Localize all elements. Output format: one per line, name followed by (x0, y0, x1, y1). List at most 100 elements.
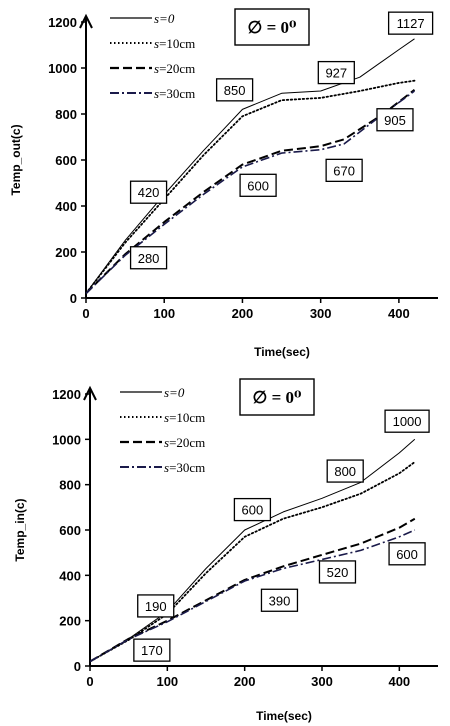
value-callout-box (233, 497, 272, 522)
value-callout: 170 (141, 643, 163, 658)
chart-1: 0 100 200 300 400 0 200 400 600 800 1000 1200 Time(s… (9, 8, 438, 359)
legend-entry-part: =20cm (169, 435, 205, 450)
y-tick-label: 200 (59, 614, 81, 629)
y-tick-label: 600 (55, 153, 77, 168)
x-tick-label: 100 (153, 306, 175, 321)
y-tick-label: 200 (55, 245, 77, 260)
value-callout: 1000 (393, 414, 422, 429)
value-callout: 390 (269, 593, 291, 608)
value-callout: 600 (396, 547, 418, 562)
value-callout-box (260, 588, 299, 612)
legend-entry: s=30cm (154, 86, 195, 101)
value-callout: 420 (138, 185, 160, 200)
legend-entry-part: s=0 (164, 385, 185, 400)
x-tick-label: 300 (311, 674, 333, 689)
value-callout-box (137, 594, 175, 618)
legend-entry: s=0 (154, 11, 175, 26)
value-callout-box (384, 409, 430, 433)
y-axis-title: Temp_in(c) (13, 498, 27, 561)
legend-entry-part: =30cm (169, 460, 205, 475)
value-callout-box (326, 459, 364, 483)
y-tick-label: 1200 (52, 387, 81, 402)
x-tick-label: 400 (388, 306, 410, 321)
series-line-s20cm (89, 517, 416, 663)
value-callout-box (376, 108, 414, 132)
value-callout-box (317, 60, 355, 85)
value-callout-box (129, 180, 168, 204)
series-line-s0 (85, 38, 415, 294)
value-callout: 190 (145, 599, 167, 614)
legend-entry-part: =20cm (159, 61, 195, 76)
y-axis-arrow-icon (79, 13, 93, 29)
x-tick-label: 400 (388, 674, 410, 689)
y-tick-label: 1000 (48, 61, 77, 76)
x-tick-label: 200 (232, 306, 254, 321)
value-callout-box (129, 246, 168, 270)
legend-entry-part: =30cm (159, 86, 195, 101)
series-line-s0 (89, 438, 416, 662)
series-line-s10cm (85, 79, 416, 295)
angle-annotation-box (234, 8, 310, 46)
y-tick-label: 0 (70, 291, 77, 306)
x-tick-label: 0 (82, 306, 89, 321)
value-callout-box (239, 173, 277, 197)
legend-entry-part: s (154, 86, 159, 101)
legend-entry-part: s (164, 460, 169, 475)
y-tick-label: 800 (55, 107, 77, 122)
x-tick-label: 100 (156, 674, 178, 689)
y-tick-label: 1200 (48, 15, 77, 30)
value-callout: 905 (384, 113, 406, 128)
value-callout: 1127 (397, 16, 425, 31)
series-line-s30cm (89, 529, 416, 663)
y-axis-title: Temp_out(c) (9, 124, 23, 195)
value-callout-box (387, 11, 434, 35)
legend-entry: s=20cm (164, 435, 205, 450)
legend-entry-part: s=0 (154, 11, 175, 26)
value-callout-box (133, 638, 171, 662)
series-line-s10cm (89, 461, 416, 663)
legend-entry: s=10cm (154, 36, 195, 51)
value-callout-box (318, 560, 357, 584)
series-line-s30cm (85, 90, 415, 294)
legend-entry-part: s (154, 61, 159, 76)
value-callout-box (325, 158, 363, 183)
y-tick-label: 400 (55, 199, 77, 214)
value-callout: 850 (224, 83, 246, 98)
legend-entry-part: s (164, 435, 169, 450)
y-tick-label: 400 (59, 568, 81, 583)
legend-entry-part: =10cm (159, 36, 195, 51)
x-tick-label: 300 (310, 306, 332, 321)
legend-entry-part: =10cm (169, 410, 205, 425)
legend-entry-part: s (154, 36, 159, 51)
x-tick-label: 0 (86, 674, 93, 689)
value-callout-box (215, 78, 254, 102)
value-callout: 800 (334, 464, 356, 479)
y-tick-label: 0 (74, 659, 81, 674)
value-callout: 520 (327, 565, 349, 580)
angle-annotation-box (239, 378, 315, 416)
y-tick-label: 800 (59, 478, 81, 493)
legend-entry-part: s (164, 410, 169, 425)
y-tick-label: 1000 (52, 432, 81, 447)
legend-entry: s=30cm (164, 460, 205, 475)
value-callout: 927 (325, 66, 347, 81)
chart-2: 0 100 200 300 400 0 200 400 600 800 1000 1200 Time(s… (13, 378, 438, 723)
y-tick-label: 600 (59, 523, 81, 538)
legend-entry: s=10cm (164, 410, 205, 425)
value-callout: 600 (247, 178, 269, 193)
value-callout: 600 (242, 503, 264, 518)
value-callout: 670 (333, 163, 355, 178)
x-tick-label: 200 (234, 674, 256, 689)
value-callout: 280 (138, 251, 160, 266)
y-axis-arrow-icon (83, 385, 97, 401)
angle-annotation: ∅ = 0⁰ (253, 388, 302, 407)
legend-entry: s=0 (164, 385, 185, 400)
x-axis-title: Time(sec) (254, 345, 310, 359)
value-callout-box (388, 542, 426, 566)
legend-entry: s=20cm (154, 61, 195, 76)
angle-annotation: ∅ = 0⁰ (248, 18, 297, 37)
x-axis-title: Time(sec) (256, 709, 312, 723)
